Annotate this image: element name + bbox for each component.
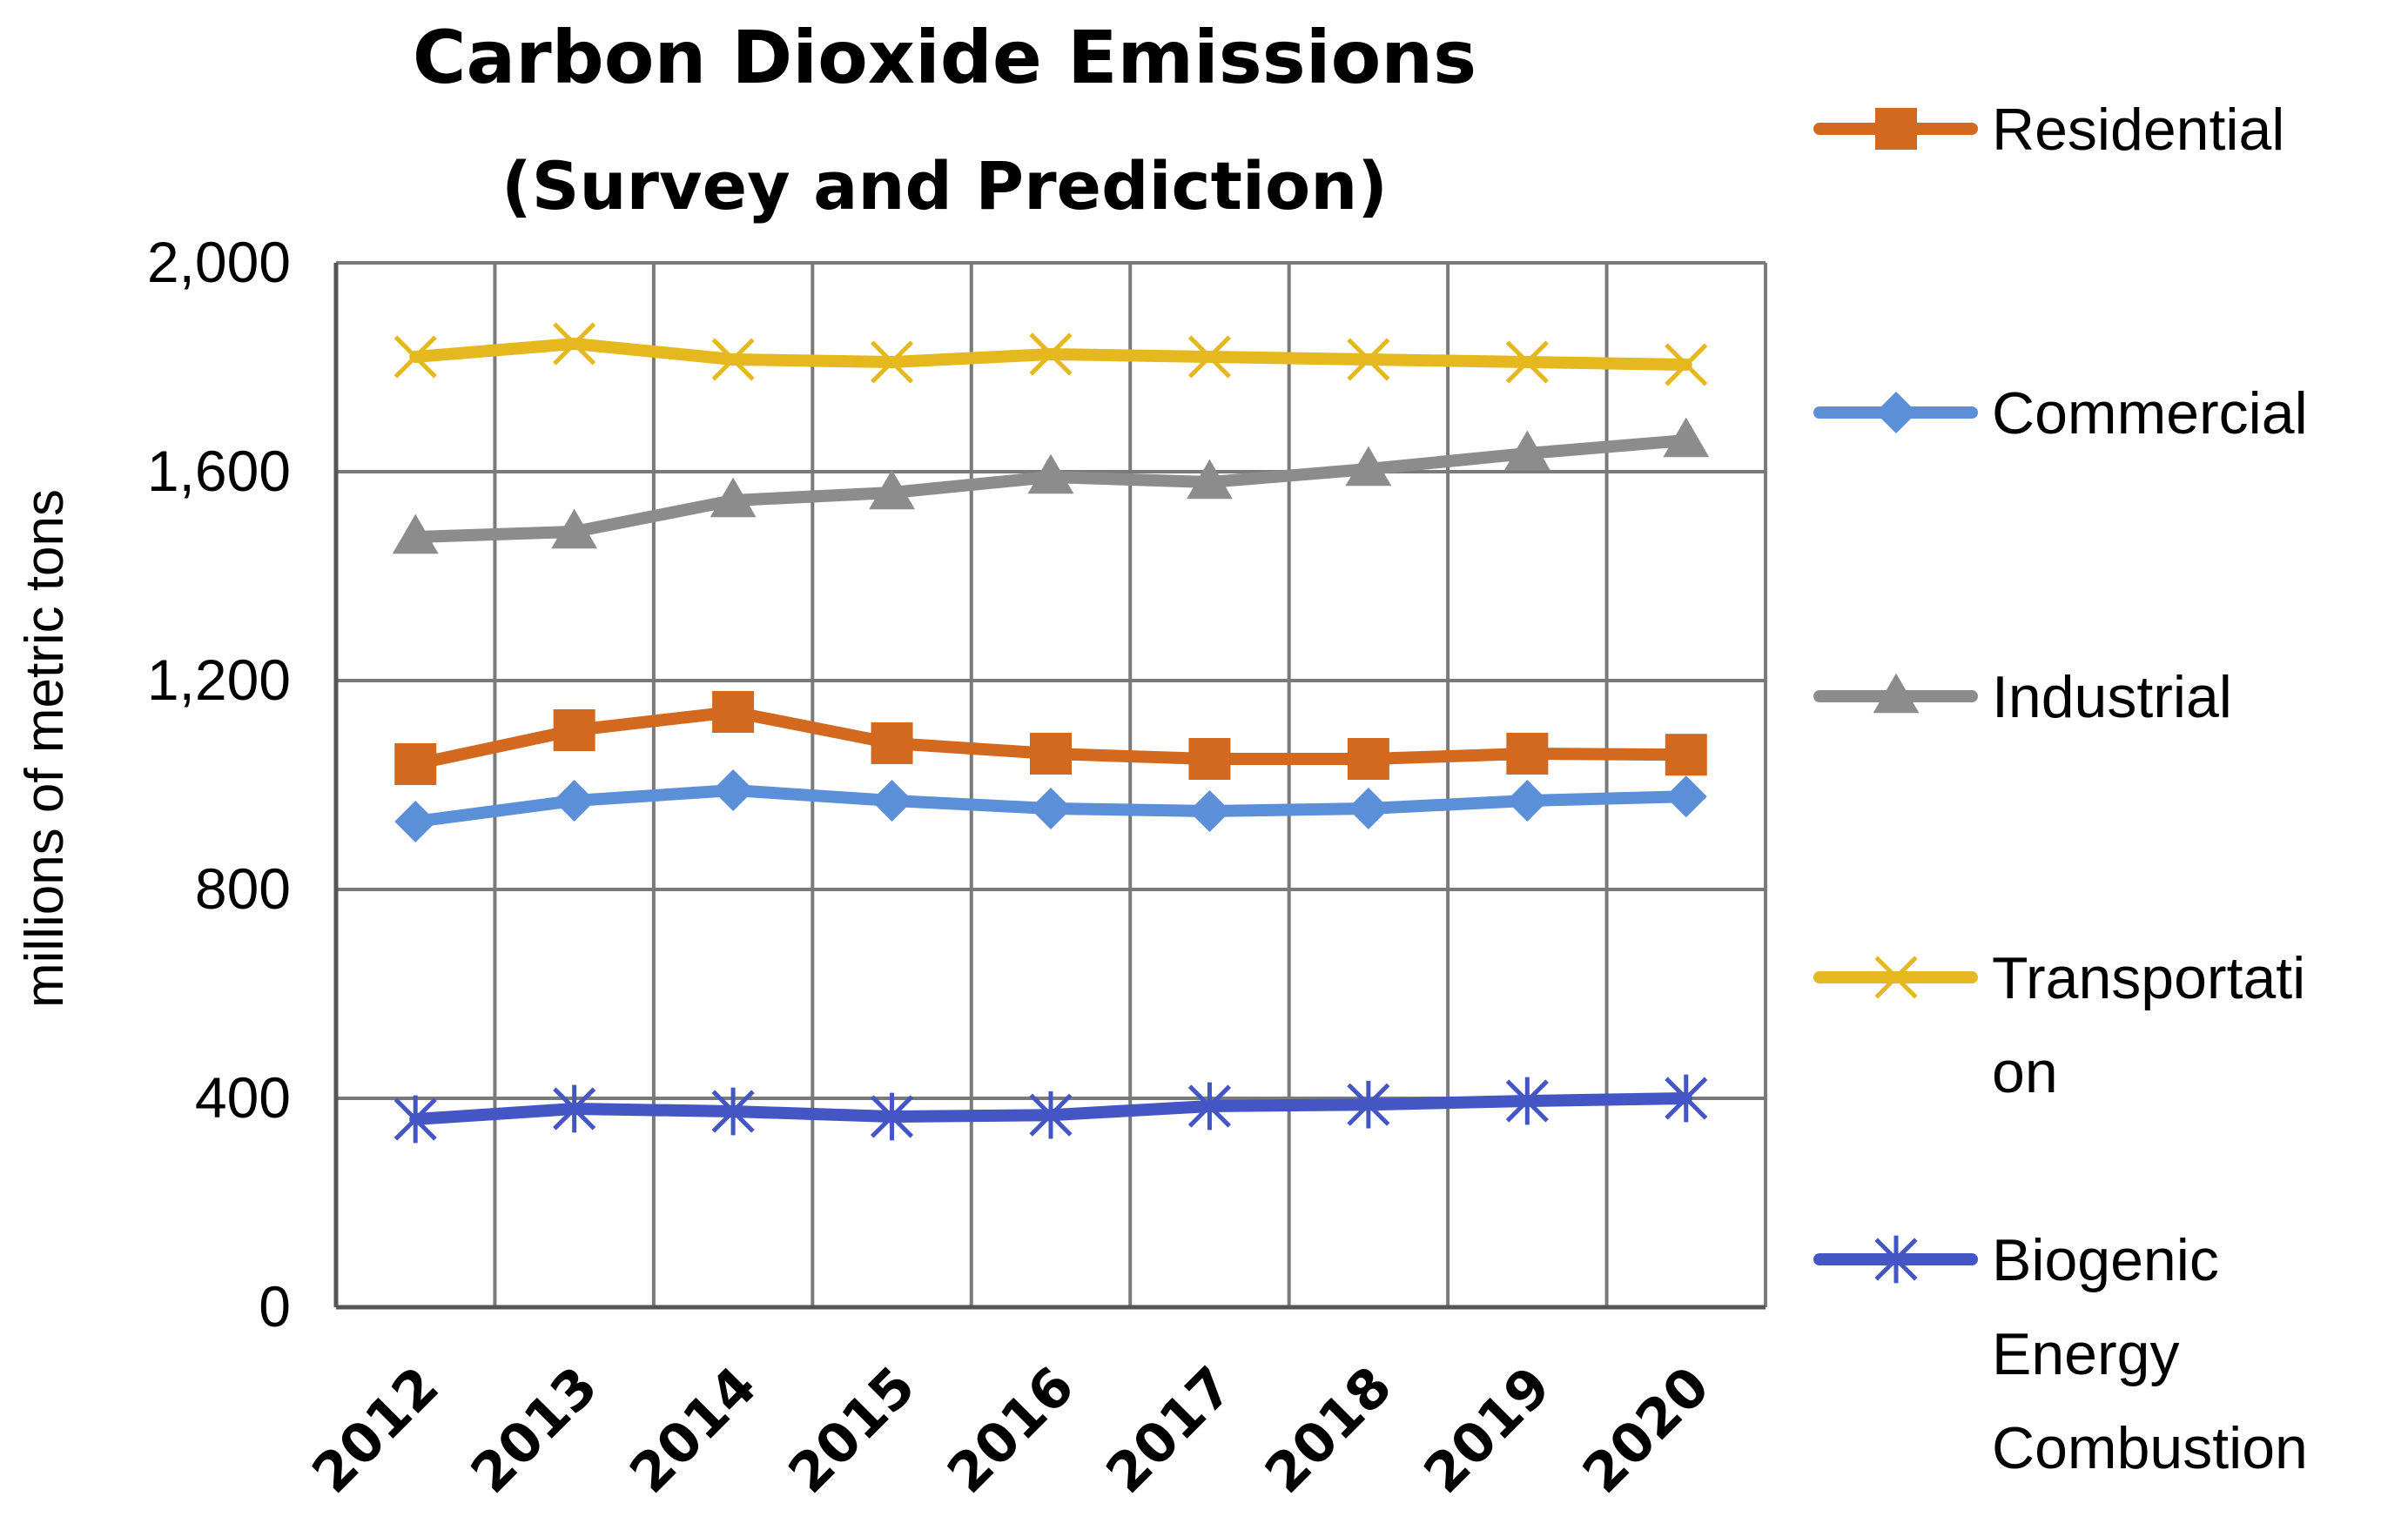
x-tick-label: 2014	[617, 1354, 769, 1506]
square-marker	[1030, 733, 1072, 775]
star-marker	[1347, 1080, 1390, 1129]
star-marker	[711, 1087, 755, 1136]
square-marker	[1665, 734, 1707, 776]
diamond-marker	[1506, 780, 1549, 822]
star-marker	[1505, 1077, 1549, 1125]
x-tick-label: 2017	[1093, 1354, 1245, 1506]
x-marker	[870, 340, 914, 384]
x-tick-label: 2018	[1253, 1354, 1404, 1506]
diamond-marker	[1665, 775, 1707, 818]
legend-item: Transportati on	[1813, 945, 2305, 1105]
diamond-marker	[1030, 788, 1072, 829]
x-marker	[393, 335, 437, 379]
chart-subtitle: (Survey and Prediction)	[501, 147, 1388, 225]
legend-label: Biogenic	[1992, 1227, 2219, 1293]
legend-label: Transportati	[1992, 945, 2305, 1011]
star-marker	[553, 1084, 596, 1133]
x-tick-label: 2016	[935, 1354, 1086, 1506]
y-tick-label: 2,000	[147, 230, 291, 294]
legend-label: Commercial	[1992, 380, 2308, 446]
square-marker	[553, 709, 595, 751]
diamond-marker	[1875, 392, 1917, 433]
triangle-marker	[551, 508, 598, 549]
triangle-marker	[1663, 417, 1710, 458]
square-marker	[394, 743, 437, 785]
star-marker	[1874, 1235, 1918, 1284]
legend-item: Industrial	[1813, 664, 2232, 730]
series-group	[392, 322, 1710, 1144]
diamond-marker	[871, 780, 913, 822]
triangle-marker	[710, 477, 757, 518]
legend-label: Residential	[1992, 97, 2284, 163]
square-marker	[1188, 738, 1231, 780]
series-industrial	[392, 417, 1710, 554]
x-marker	[1505, 340, 1549, 384]
triangle-marker	[392, 513, 439, 554]
triangle-marker	[869, 469, 915, 510]
y-tick-label: 1,200	[147, 648, 291, 712]
square-marker	[712, 691, 755, 733]
series-biogenic-energy-combustion	[393, 1074, 1708, 1144]
diamond-marker	[1347, 788, 1389, 829]
star-marker	[393, 1095, 437, 1144]
y-tick-label: 800	[195, 856, 291, 921]
star-marker	[1029, 1090, 1073, 1139]
triangle-marker	[1027, 453, 1074, 494]
series-commercial	[394, 769, 1707, 842]
x-tick-label: 2013	[459, 1354, 610, 1506]
triangle-marker	[1345, 446, 1392, 487]
triangle-marker	[1873, 673, 1920, 714]
y-tick-label: 400	[195, 1065, 291, 1130]
diamond-marker	[1188, 790, 1231, 832]
triangle-marker	[1503, 430, 1550, 471]
series-transportation	[393, 322, 1708, 386]
x-tick-label: 2019	[1411, 1354, 1563, 1506]
x-tick-label: 2012	[299, 1354, 451, 1506]
axes	[333, 263, 1766, 1310]
x-marker	[1187, 335, 1232, 379]
legend-item: Biogenic Energy Combustion	[1813, 1227, 2308, 1481]
x-marker	[1874, 956, 1918, 999]
star-marker	[870, 1092, 914, 1141]
x-ticks: 2012 2013 2014 2015 2016 2017 2018 2019 2020	[299, 1354, 1721, 1506]
x-marker	[711, 338, 755, 381]
x-marker	[553, 322, 596, 366]
y-ticks: 0 400 800 1,200 1,600 2,000	[147, 230, 291, 1339]
square-marker	[871, 722, 913, 764]
y-tick-label: 0	[259, 1274, 291, 1339]
diamond-marker	[394, 801, 437, 842]
legend-item: Residential	[1813, 97, 2284, 163]
legend-label: on	[1992, 1039, 2058, 1105]
star-marker	[1187, 1082, 1232, 1131]
legend-label: Combustion	[1992, 1415, 2308, 1481]
y-tick-label: 1,600	[147, 439, 291, 503]
diamond-marker	[712, 769, 755, 811]
chart-title: Carbon Dioxide Emissions	[413, 15, 1476, 100]
x-tick-label: 2020	[1571, 1354, 1722, 1506]
legend-label: Industrial	[1992, 664, 2232, 730]
diamond-marker	[553, 780, 595, 822]
square-marker	[1506, 733, 1549, 775]
grid	[334, 261, 1767, 1309]
x-marker	[1665, 343, 1708, 386]
x-marker	[1029, 332, 1073, 376]
y-axis-label: millions of metric tons	[15, 489, 75, 1008]
square-marker	[1875, 108, 1917, 150]
square-marker	[1347, 738, 1389, 780]
star-marker	[1665, 1074, 1708, 1123]
x-marker	[1347, 338, 1390, 381]
x-tick-label: 2015	[777, 1354, 928, 1506]
series-residential	[394, 691, 1707, 785]
triangle-marker	[1187, 459, 1233, 500]
legend: Residential Commercial Industrial Transport…	[1813, 97, 2308, 1481]
legend-item: Commercial	[1813, 380, 2308, 446]
legend-label: Energy	[1992, 1321, 2179, 1387]
